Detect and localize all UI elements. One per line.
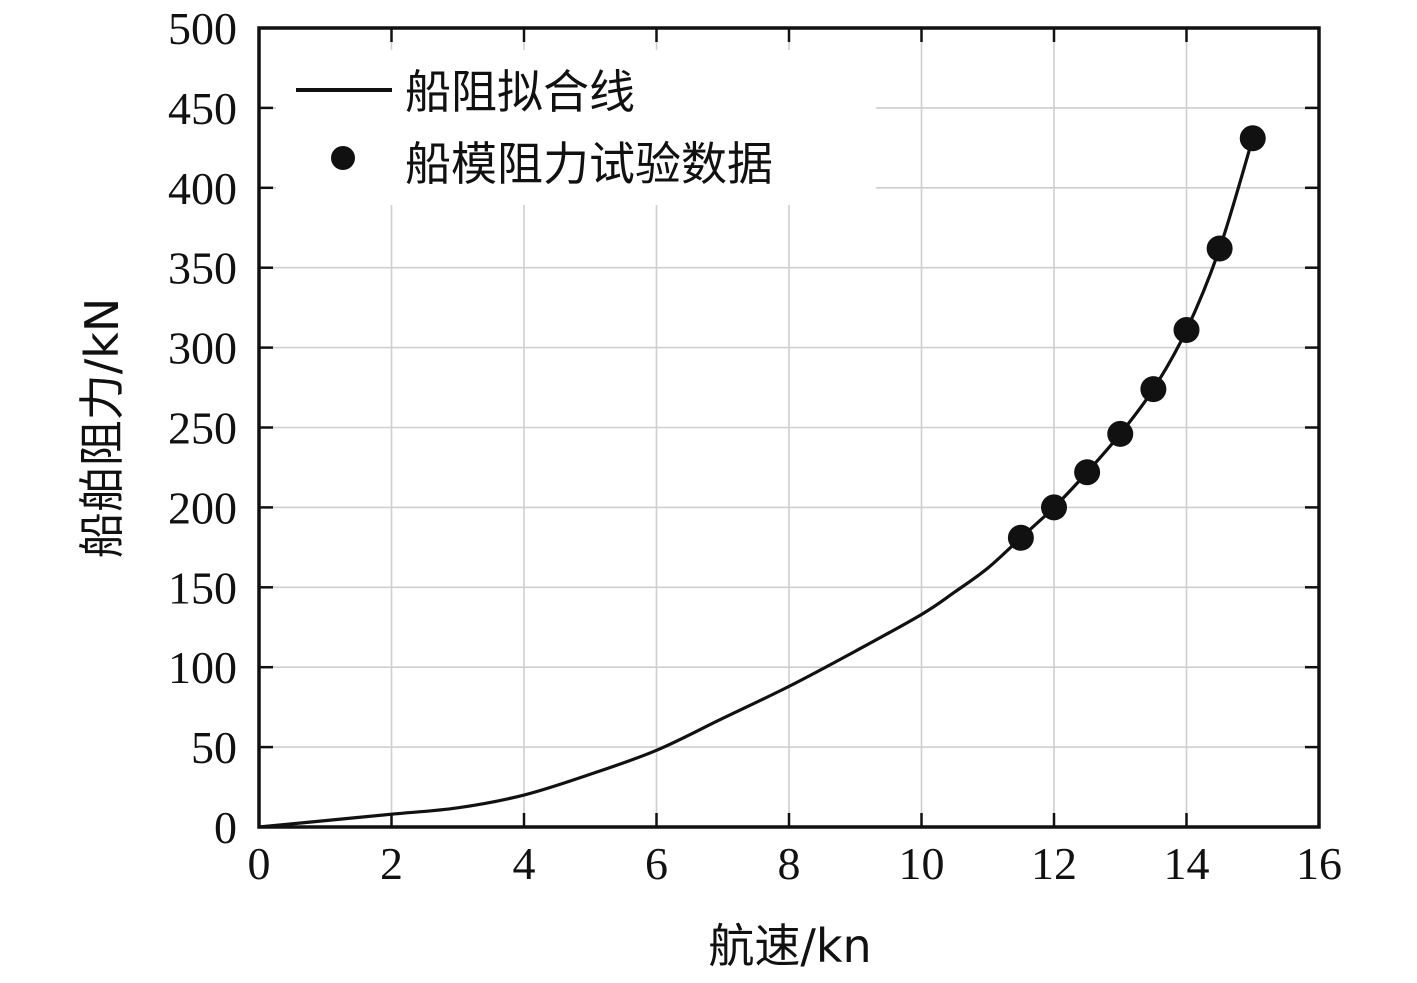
test-data-point (1206, 235, 1233, 262)
x-axis-title: 航速/kn (708, 919, 871, 973)
y-tick-label: 150 (168, 562, 237, 613)
x-tick-label: 14 (1164, 838, 1210, 889)
y-tick-label: 100 (168, 642, 237, 693)
y-tick-label: 0 (214, 802, 237, 853)
test-data-point (1041, 494, 1067, 521)
x-tick-label: 2 (380, 838, 403, 889)
test-data-point (1173, 317, 1200, 344)
legend-marker-swatch (331, 146, 355, 170)
test-data-point (1074, 459, 1101, 486)
x-tick-label: 16 (1296, 838, 1342, 889)
x-tick-label: 6 (645, 838, 668, 889)
test-data-point (1107, 420, 1134, 447)
x-tick-label: 4 (513, 838, 536, 889)
y-tick-label: 450 (168, 83, 237, 134)
x-tick-label: 8 (778, 838, 801, 889)
x-tick-label: 12 (1031, 838, 1077, 889)
x-tick-label: 0 (248, 838, 271, 889)
axis-ticks: 0 2 4 6 8 10 12 14 16 0 50 100 150 200 250 300 350 400 450… (168, 3, 1342, 889)
plot-data (258, 125, 1266, 829)
legend-label-fit-line: 船阻拟合线 (405, 65, 635, 119)
y-tick-label: 50 (191, 722, 237, 773)
y-tick-label: 200 (168, 482, 237, 533)
y-tick-label: 350 (168, 243, 237, 294)
y-tick-label: 300 (168, 323, 237, 374)
legend-box (276, 50, 876, 205)
grid-lines (259, 28, 1319, 827)
y-tick-label: 500 (168, 3, 237, 54)
fit-line-series (258, 137, 1255, 829)
legend-label-test-data: 船模阻力试验数据 (405, 137, 773, 191)
y-tick-label: 250 (168, 403, 237, 454)
test-data-point (1140, 376, 1167, 403)
x-tick-label: 10 (899, 838, 945, 889)
test-data-point (1007, 524, 1034, 551)
y-axis-title: 船舶阻力/kN (75, 298, 129, 559)
y-tick-label: 400 (168, 163, 237, 214)
test-data-point (1239, 125, 1266, 152)
